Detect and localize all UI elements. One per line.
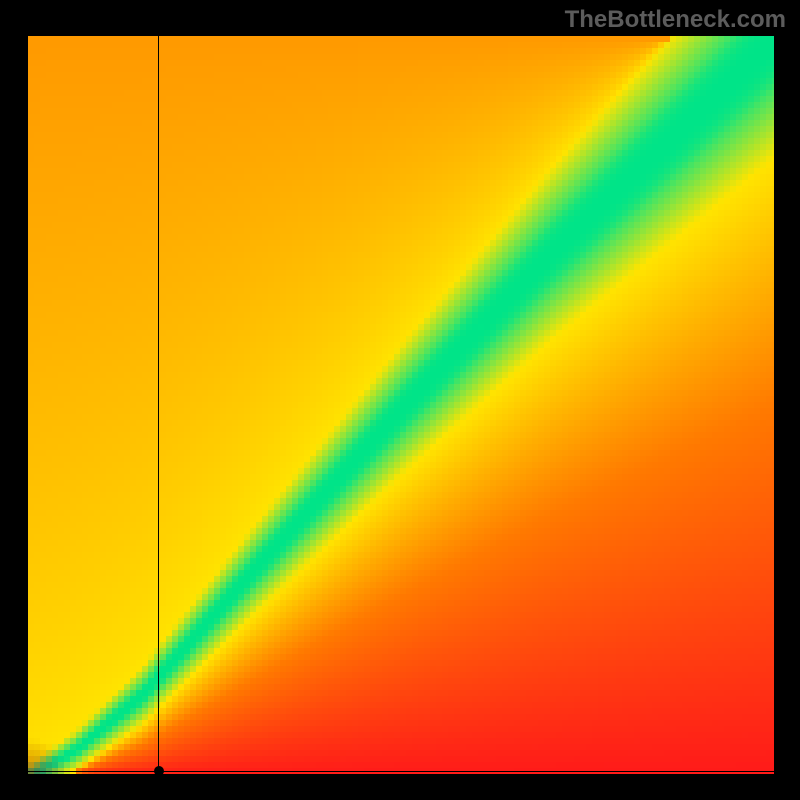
crosshair-marker-dot [154,766,164,776]
crosshair-vertical-line [158,36,159,774]
crosshair-horizontal-line [28,771,774,772]
watermark-text: TheBottleneck.com [565,6,786,33]
source-watermark: TheBottleneck.com [565,6,786,34]
bottleneck-heatmap [28,36,774,774]
chart-container: { "source_watermark": { "text": "TheBott… [0,0,800,800]
